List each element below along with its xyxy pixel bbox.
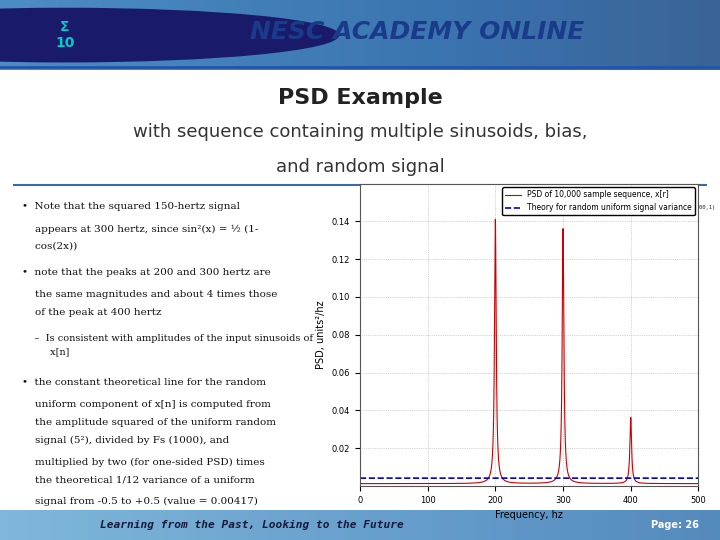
Y-axis label: PSD, units²/hz: PSD, units²/hz [316,300,326,369]
Theory for random uniform signal variance [559,475,567,481]
PSD of 10,000 sample sequence, x[r] [491,216,500,222]
Theory for random uniform signal variance [634,475,642,481]
Theory for random uniform signal variance [485,475,494,481]
PSD of 10,000 sample sequence, x[r] [356,481,364,487]
Text: Learning from the Past, Looking to the Future: Learning from the Past, Looking to the F… [100,520,404,530]
Text: the theoretical 1/12 variance of a uniform: the theoretical 1/12 variance of a unifo… [22,475,254,484]
PSD of 10,000 sample sequence, x[r] [485,473,494,480]
Text: uniform component of x[n] is computed from: uniform component of x[n] is computed fr… [22,400,271,409]
PSD of 10,000 sample sequence, x[r] [694,481,703,487]
Text: signal from -0.5 to +0.5 (value = 0.00417): signal from -0.5 to +0.5 (value = 0.0041… [22,497,258,506]
Text: •  the constant theoretical line for the random: • the constant theoretical line for the … [22,378,266,387]
PSD of 10,000 sample sequence, x[r] [559,225,567,232]
Text: with sequence containing multiple sinusoids, bias,: with sequence containing multiple sinuso… [132,123,588,141]
Theory for random uniform signal variance [356,475,364,481]
PSD of 10,000 sample sequence, x[r] [576,480,585,486]
Text: cos(2x)): cos(2x)) [22,242,77,251]
Text: PSD Example: PSD Example [278,88,442,108]
Text: and random signal: and random signal [276,158,444,176]
Text: signal (5²), divided by Fs (1000), and: signal (5²), divided by Fs (1000), and [22,435,229,444]
Text: •  note that the peaks at 200 and 300 hertz are: • note that the peaks at 200 and 300 her… [22,268,270,277]
Legend: PSD of 10,000 sample sequence, x[r], Theory for random uniform signal variance: PSD of 10,000 sample sequence, x[r], The… [503,187,695,215]
Text: x=2*o.nd2+pa+sin(2*pi*[0:9999]/10)+cos(2*pi*mod(0:9999)/10)+rot.nd2*at*_5*[eq:99: x=2*o.nd2+pa+sin(2*pi*[0:9999]/10)+cos(2… [374,205,716,210]
Text: –  Is consistent with amplitudes of the input sinusoids of: – Is consistent with amplitudes of the i… [22,334,312,343]
Theory for random uniform signal variance [608,475,617,481]
PSD of 10,000 sample sequence, x[r] [634,479,643,485]
Text: the same magnitudes and about 4 times those: the same magnitudes and about 4 times th… [22,291,277,299]
Text: of the peak at 400 hertz: of the peak at 400 hertz [22,308,161,317]
Text: •  Note that the squared 150-hertz signal: • Note that the squared 150-hertz signal [22,202,240,211]
Text: the amplitude squared of the uniform random: the amplitude squared of the uniform ran… [22,418,276,427]
Text: multiplied by two (for one-sided PSD) times: multiplied by two (for one-sided PSD) ti… [22,457,264,467]
Text: Page: 26: Page: 26 [651,520,698,530]
Text: x[n]: x[n] [22,347,69,356]
Text: appears at 300 hertz, since sin²(x) = ½ (1-: appears at 300 hertz, since sin²(x) = ½ … [22,224,258,233]
PSD of 10,000 sample sequence, x[r] [417,481,426,487]
Theory for random uniform signal variance [694,475,703,481]
PSD of 10,000 sample sequence, x[r] [608,480,617,487]
Line: PSD of 10,000 sample sequence, x[r]: PSD of 10,000 sample sequence, x[r] [360,219,698,484]
Text: NESC ACADEMY ONLINE: NESC ACADEMY ONLINE [251,19,585,44]
Circle shape [0,9,338,62]
X-axis label: Frequency, hz: Frequency, hz [495,510,563,520]
Text: Σ
10: Σ 10 [55,20,74,50]
Theory for random uniform signal variance [417,475,426,481]
Theory for random uniform signal variance [576,475,585,481]
